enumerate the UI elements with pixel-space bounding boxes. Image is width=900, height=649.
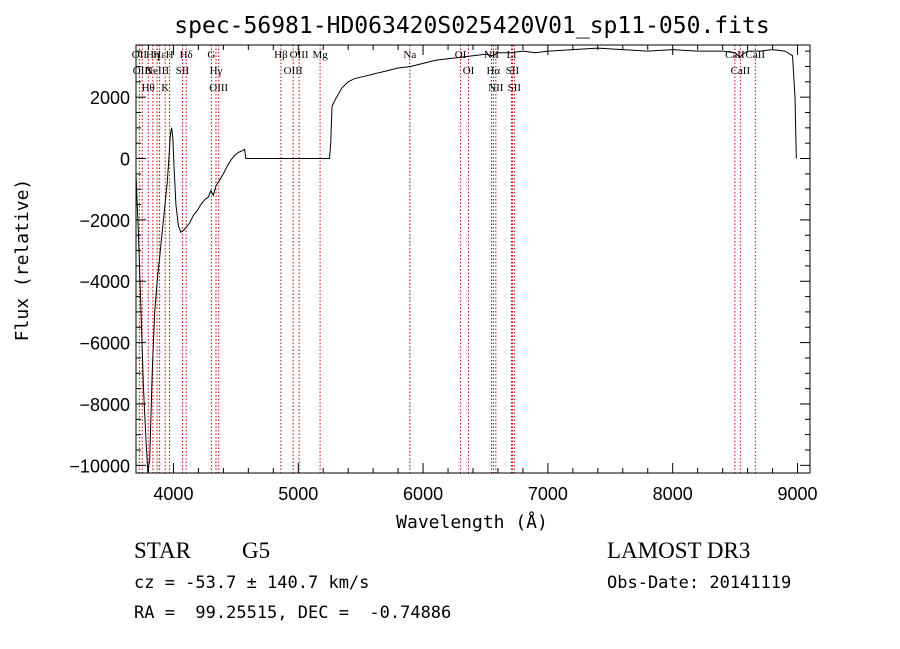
marker-label-sii: SII	[508, 82, 522, 94]
redshift-text: cz = -53.7 ± 140.7 km/s	[134, 573, 370, 593]
y-tick-label: 0	[120, 150, 130, 170]
y-tick-label: −6000	[79, 334, 130, 354]
y-axis-ticks: −10000 −8000 −6000 −4000 −2000 0 2000	[69, 50, 810, 476]
y-tick-label: −2000	[79, 211, 130, 231]
marker-label-k: K	[161, 82, 169, 94]
x-tick-label: 9000	[777, 484, 817, 504]
marker-label-hθ: Hθ	[142, 82, 155, 94]
y-tick-label: −10000	[69, 456, 130, 476]
y-axis-label: Flux (relative)	[12, 179, 33, 342]
chart-title: spec-56981-HD063420S025420V01_sp11-050.f…	[174, 13, 769, 39]
x-tick-label: 4000	[153, 484, 193, 504]
marker-label-mg: Mg	[312, 49, 328, 61]
marker-label-sii: SII	[176, 65, 190, 77]
marker-label-sii: SII	[506, 65, 520, 77]
coordinates-text: RA = 99.25515, DEC = -0.74886	[134, 603, 452, 623]
x-tick-label: 6000	[403, 484, 443, 504]
class-label: STAR	[134, 538, 191, 563]
spectrum-line	[135, 47, 797, 474]
marker-label-na: Na	[403, 49, 416, 61]
marker-label-oiii: OIII	[209, 82, 228, 94]
y-tick-label: −4000	[79, 272, 130, 292]
marker-label-oiii: OIII	[290, 49, 309, 61]
y-tick-label: −8000	[79, 395, 130, 415]
marker-label-neiii: NeIII	[145, 65, 169, 77]
marker-label-oi: OI	[455, 49, 467, 61]
marker-label-hα: Hα	[486, 65, 500, 77]
x-axis-ticks: 4000 5000 6000 7000 8000 9000	[147, 45, 818, 504]
survey-label: LAMOST DR3	[607, 538, 751, 563]
marker-label-oi: OI	[463, 65, 475, 77]
marker-label-nii: NII	[488, 82, 504, 94]
x-axis-label: Wavelength (Å)	[396, 511, 548, 533]
subclass-label: G5	[242, 538, 271, 563]
marker-label-caii: CaII	[731, 65, 751, 77]
x-tick-label: 7000	[528, 484, 568, 504]
marker-label-oiii: OIII	[284, 65, 303, 77]
x-tick-label: 8000	[653, 484, 693, 504]
marker-label-h: H	[166, 49, 174, 61]
obs-date-text: Obs-Date: 20141119	[607, 573, 792, 593]
plot-frame	[135, 44, 811, 474]
marker-label-hε: Hε	[153, 49, 166, 61]
marker-label-hδ: Hδ	[180, 49, 193, 61]
x-tick-label: 5000	[278, 484, 318, 504]
marker-label-hβ: Hβ	[274, 49, 288, 61]
y-tick-label: 2000	[90, 88, 130, 108]
marker-label-hγ: Hγ	[210, 65, 223, 77]
marker-label-oiii: OIII	[133, 65, 152, 77]
marker-label-hη: Hη	[146, 49, 160, 61]
marker-label-li: Li	[507, 49, 517, 61]
marker-label-caii: CaII	[746, 49, 766, 61]
line-markers	[138, 45, 756, 473]
marker-label-g: G	[207, 49, 215, 61]
